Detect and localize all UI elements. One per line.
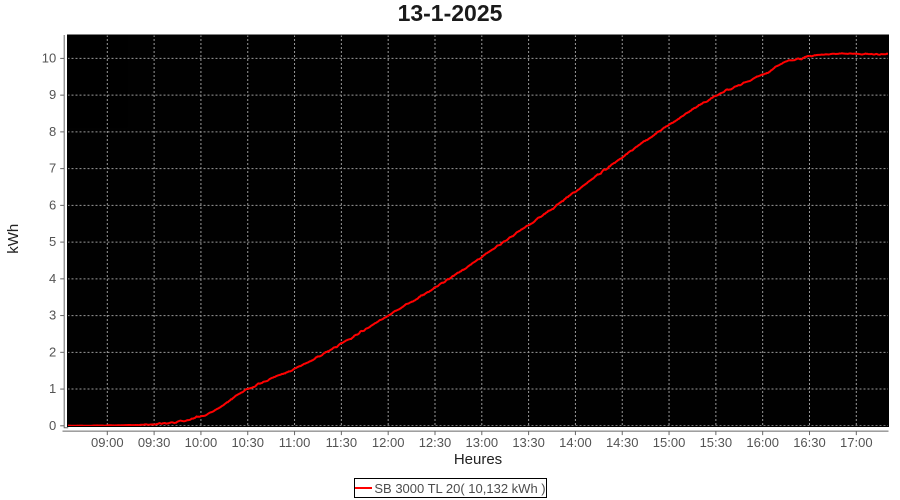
svg-text:kWh: kWh bbox=[5, 224, 22, 254]
svg-text:13:30: 13:30 bbox=[512, 435, 545, 450]
svg-text:1: 1 bbox=[49, 381, 56, 396]
svg-text:12:30: 12:30 bbox=[419, 435, 452, 450]
svg-text:7: 7 bbox=[49, 161, 56, 176]
svg-text:10:30: 10:30 bbox=[231, 435, 264, 450]
svg-text:6: 6 bbox=[49, 197, 56, 212]
svg-text:16:00: 16:00 bbox=[746, 435, 779, 450]
svg-text:10: 10 bbox=[42, 50, 56, 65]
svg-text:13-1-2025: 13-1-2025 bbox=[398, 0, 503, 26]
svg-text:15:00: 15:00 bbox=[653, 435, 686, 450]
svg-text:9: 9 bbox=[49, 87, 56, 102]
svg-text:8: 8 bbox=[49, 124, 56, 139]
svg-text:0: 0 bbox=[49, 418, 56, 433]
svg-text:2: 2 bbox=[49, 344, 56, 359]
svg-text:09:00: 09:00 bbox=[91, 435, 124, 450]
svg-text:14:30: 14:30 bbox=[606, 435, 639, 450]
svg-text:11:00: 11:00 bbox=[279, 435, 311, 450]
svg-text:13:00: 13:00 bbox=[466, 435, 499, 450]
svg-text:14:00: 14:00 bbox=[559, 435, 592, 450]
svg-text:3: 3 bbox=[49, 308, 56, 323]
svg-text:10:00: 10:00 bbox=[185, 435, 218, 450]
svg-text:12:00: 12:00 bbox=[372, 435, 405, 450]
svg-text:16:30: 16:30 bbox=[793, 435, 826, 450]
svg-text:11:30: 11:30 bbox=[326, 435, 358, 450]
svg-text:17:00: 17:00 bbox=[840, 435, 873, 450]
svg-text:Heures: Heures bbox=[454, 451, 502, 468]
svg-text:09:30: 09:30 bbox=[138, 435, 171, 450]
svg-text:4: 4 bbox=[49, 271, 56, 286]
svg-text:5: 5 bbox=[49, 234, 56, 249]
svg-text:15:30: 15:30 bbox=[700, 435, 733, 450]
